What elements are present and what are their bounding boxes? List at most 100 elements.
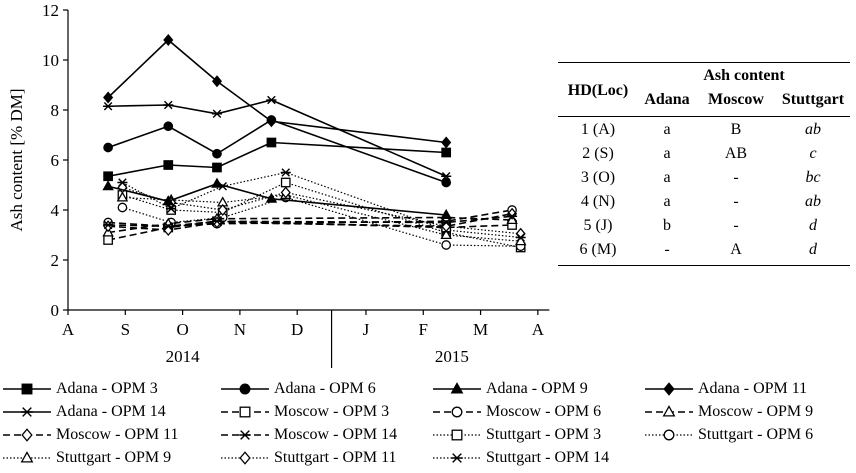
series-adana-opm-6 [103, 115, 452, 188]
legend-item-moscow-opm-6: Moscow - OPM 6 [432, 401, 601, 423]
legend-label-stuttgart-opm-14: Stuttgart - OPM 14 [486, 449, 610, 466]
point-moscow-opm-14-1 [163, 221, 174, 231]
point-adana-opm-3-1 [163, 160, 174, 170]
legend-swatch-stuttgart-opm-9 [3, 451, 51, 463]
legend-swatch-moscow-opm-6 [433, 406, 481, 418]
y-axis-label: Ash content [% DM] [7, 88, 26, 231]
legend-swatch-stuttgart-opm-3 [433, 429, 481, 441]
point-stuttgart-opm-14-3 [280, 168, 291, 177]
table-cell-moscow-5: A [730, 241, 742, 258]
point-adana-opm-11-4 [441, 136, 452, 149]
legend-item-moscow-opm-14: Moscow - OPM 14 [220, 424, 397, 446]
legend-marker-moscow-opm-3 [239, 406, 251, 418]
x-tick-label-7: M [473, 320, 488, 339]
point-stuttgart-opm-9-4 [440, 228, 452, 240]
point-adana-opm-11-1 [163, 33, 174, 47]
legend-marker-moscow-opm-14 [239, 430, 251, 440]
table-cell-stuttgart-4: d [809, 217, 817, 234]
series-stuttgart-opm-14 [117, 168, 526, 242]
table-cell-moscow-0: B [730, 121, 742, 138]
series-line-stuttgart-opm-3 [122, 181, 521, 249]
legend-label-adana-opm-6: Adana - OPM 6 [274, 380, 376, 397]
point-adana-opm-14-1 [163, 100, 174, 110]
table-cell-moscow-4: - [733, 217, 739, 234]
point-stuttgart-opm-14-1 [166, 204, 177, 214]
table-cell-hd-3: 4 (N) [580, 193, 616, 210]
harvest-date-significance-table: HD(Loc) Ash content Adana Moscow Stuttga… [558, 62, 850, 266]
point-adana-opm-9-2 [211, 177, 223, 188]
point-stuttgart-opm-14-5 [515, 233, 526, 242]
y-tick-label-4: 8 [51, 101, 60, 120]
legend-item-moscow-opm-11: Moscow - OPM 11 [2, 424, 179, 446]
legend-label-stuttgart-opm-6: Stuttgart - OPM 6 [698, 426, 814, 443]
legend-label-adana-opm-3: Adana - OPM 3 [56, 380, 158, 397]
table-cell-stuttgart-5: d [809, 241, 817, 258]
table-cell-moscow-2: - [733, 169, 739, 186]
x-tick-label-6: F [419, 320, 428, 339]
table-cell-adana-2: a [663, 169, 671, 186]
legend-label-moscow-opm-14: Moscow - OPM 14 [274, 426, 398, 443]
table-cell-adana-1: a [663, 145, 671, 162]
point-adana-opm-9-3 [265, 192, 278, 203]
x-tick-label-1: S [121, 320, 130, 339]
legend-swatch-moscow-opm-11 [3, 428, 51, 442]
legend-label-moscow-opm-9: Moscow - OPM 9 [698, 403, 814, 420]
year-label-0: 2014 [166, 347, 201, 366]
series-line-adana-opm-6 [107, 119, 447, 184]
legend-marker-stuttgart-opm-3 [451, 429, 463, 441]
point-stuttgart-opm-11-5 [515, 227, 526, 240]
point-adana-opm-6-2 [212, 148, 222, 159]
point-adana-opm-3-2 [212, 162, 222, 173]
table-cell-adana-0: a [663, 121, 671, 138]
legend-item-adana-opm-3: Adana - OPM 3 [2, 378, 158, 400]
point-adana-opm-3-4 [441, 147, 452, 158]
point-adana-opm-11-2 [211, 75, 223, 88]
legend-label-adana-opm-9: Adana - OPM 9 [486, 380, 588, 397]
legend-swatch-adana-opm-3 [3, 383, 51, 395]
point-adana-opm-6-4 [441, 177, 452, 188]
point-stuttgart-opm-11-2 [217, 203, 228, 217]
legend-swatch-moscow-opm-14 [221, 430, 269, 440]
table-header-stuttgart: Stuttgart [781, 91, 845, 108]
series-moscow-opm-14 [103, 211, 518, 231]
y-tick-label-6: 12 [42, 1, 59, 20]
table-cell-hd-1: 2 (S) [582, 145, 614, 162]
y-tick-label-3: 6 [51, 151, 60, 170]
legend-item-adana-opm-14: Adana - OPM 14 [2, 401, 166, 423]
year-label-1: 2015 [435, 347, 469, 366]
table-cell-stuttgart-2: bc [805, 169, 821, 186]
legend-item-stuttgart-opm-3: Stuttgart - OPM 3 [432, 424, 601, 446]
legend-swatch-adana-opm-11 [645, 382, 693, 396]
legend-marker-adana-opm-9 [450, 382, 464, 394]
legend-item-adana-opm-9: Adana - OPM 9 [432, 378, 588, 400]
y-tick-label-1: 2 [51, 251, 60, 270]
table-cell-hd-5: 6 (M) [579, 241, 617, 258]
legend-label-stuttgart-opm-3: Stuttgart - OPM 3 [486, 426, 602, 443]
legend-swatch-moscow-opm-9 [645, 405, 693, 417]
point-stuttgart-opm-11-3 [280, 186, 291, 199]
legend-swatch-adana-opm-6 [221, 383, 269, 395]
legend-label-moscow-opm-3: Moscow - OPM 3 [274, 403, 390, 420]
legend-marker-moscow-opm-9 [662, 405, 676, 417]
legend-swatch-adana-opm-9 [433, 382, 481, 394]
legend-swatch-stuttgart-opm-6 [645, 429, 693, 441]
point-adana-opm-9-4 [440, 208, 452, 220]
point-stuttgart-opm-9-0 [116, 191, 129, 202]
point-moscow-opm-14-0 [103, 220, 114, 230]
legend-label-moscow-opm-6: Moscow - OPM 6 [486, 403, 602, 420]
series-line-stuttgart-opm-6 [122, 196, 521, 247]
legend-marker-stuttgart-opm-11 [239, 451, 251, 465]
legend-marker-moscow-opm-6 [451, 406, 463, 418]
legend-swatch-adana-opm-14 [3, 407, 51, 417]
table-col-header-hd: HD(Loc) [567, 82, 629, 99]
point-adana-opm-3-0 [103, 171, 113, 182]
legend-marker-adana-opm-6 [239, 383, 251, 395]
series-line-adana-opm-11 [107, 38, 447, 144]
table-cell-moscow-3: - [733, 193, 739, 210]
series-stuttgart-opm-3 [117, 177, 526, 253]
legend-swatch-stuttgart-opm-11 [221, 451, 269, 465]
x-tick-label-2: O [176, 320, 188, 339]
y-tick-label-0: 0 [51, 301, 60, 320]
legend-item-stuttgart-opm-6: Stuttgart - OPM 6 [644, 424, 813, 446]
series-stuttgart-opm-11 [117, 181, 526, 240]
